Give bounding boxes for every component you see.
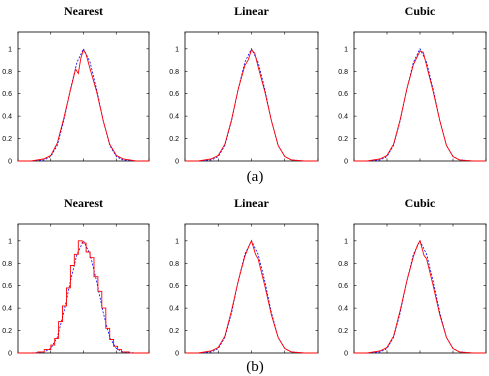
y-tick-label: 0.2 xyxy=(2,328,12,335)
y-tick-label: 1 xyxy=(8,46,12,53)
y-tick-label: 0.2 xyxy=(169,328,179,335)
plot-area xyxy=(17,31,150,162)
y-tick-label: 1 xyxy=(175,46,179,53)
y-tick-label: 0 xyxy=(175,159,179,166)
series-line-measured xyxy=(185,49,318,162)
chart-title: Nearest xyxy=(64,196,103,210)
y-tick-label: 0.8 xyxy=(169,261,179,268)
panel-6: Cubic 0 0.2 0.4 0.6 0.8 1 xyxy=(338,196,487,358)
chart-title: Cubic xyxy=(405,196,436,210)
chart-title: Nearest xyxy=(64,4,103,18)
y-tick-label: 1 xyxy=(8,238,12,245)
series-line-reference xyxy=(18,47,149,162)
y-tick-label: 0 xyxy=(344,159,348,166)
plot-area xyxy=(353,223,487,354)
panel-4: Nearest 0 0.2 0.4 0.6 0.8 1 xyxy=(2,196,150,358)
y-tick-label: 0.8 xyxy=(2,261,12,268)
y-tick-label: 0.6 xyxy=(169,283,179,290)
plot-area xyxy=(184,223,319,354)
y-tick-label: 0.6 xyxy=(169,91,179,98)
y-tick-label: 0.4 xyxy=(338,114,348,121)
caption-b: (b) xyxy=(246,359,264,375)
y-tick-label: 0.8 xyxy=(2,69,12,76)
series-line-measured xyxy=(354,239,486,354)
y-tick-label: 0 xyxy=(344,351,348,358)
y-tick-label: 0.6 xyxy=(2,91,12,98)
series-line-measured xyxy=(18,240,149,354)
y-tick-label: 0.8 xyxy=(169,69,179,76)
series-line-measured xyxy=(354,50,486,162)
panel-5: Linear 0 0.2 0.4 0.6 0.8 1 xyxy=(169,196,319,358)
y-tick-label: 0.2 xyxy=(338,136,348,143)
chart-title: Linear xyxy=(234,196,269,210)
y-tick-label: 0.2 xyxy=(338,328,348,335)
caption-a: (a) xyxy=(247,169,264,185)
y-tick-label: 0.4 xyxy=(2,114,12,121)
panel-3: Cubic 0 0.2 0.4 0.6 0.8 1 xyxy=(338,4,487,166)
plot-area xyxy=(184,31,319,162)
plot-area xyxy=(17,223,150,354)
series-line-measured xyxy=(185,239,318,354)
plot-area xyxy=(353,31,487,162)
chart-title: Linear xyxy=(234,4,269,18)
y-tick-label: 0 xyxy=(8,351,12,358)
y-tick-label: 0 xyxy=(175,351,179,358)
y-tick-label: 0.8 xyxy=(338,261,348,268)
y-tick-label: 0.2 xyxy=(169,136,179,143)
y-tick-label: 0.8 xyxy=(338,69,348,76)
y-tick-label: 0.4 xyxy=(2,306,12,313)
chart-title: Cubic xyxy=(405,4,436,18)
y-tick-label: 0.4 xyxy=(169,306,179,313)
y-tick-label: 0.4 xyxy=(338,306,348,313)
y-tick-label: 1 xyxy=(175,238,179,245)
y-tick-label: 1 xyxy=(344,46,348,53)
y-tick-label: 0.2 xyxy=(2,136,12,143)
y-tick-label: 0.4 xyxy=(169,114,179,121)
y-tick-label: 0.6 xyxy=(2,283,12,290)
y-tick-label: 0.6 xyxy=(338,283,348,290)
panel-2: Linear 0 0.2 0.4 0.6 0.8 1 xyxy=(169,4,319,166)
y-tick-label: 1 xyxy=(344,238,348,245)
series-line-measured xyxy=(18,48,149,162)
y-tick-label: 0.6 xyxy=(338,91,348,98)
panel-1: Nearest 0 0.2 0.4 0.6 0.8 1 xyxy=(2,4,150,166)
y-tick-label: 0 xyxy=(8,159,12,166)
